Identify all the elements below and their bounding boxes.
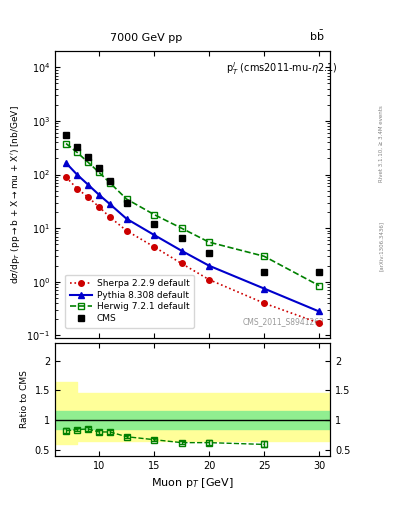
Pythia 8.308 default <box>207 263 211 269</box>
Text: Rivet 3.1.10, ≥ 3.4M events: Rivet 3.1.10, ≥ 3.4M events <box>379 105 384 182</box>
Sherpa 2.2.9 default <box>64 174 68 180</box>
Sherpa 2.2.9 default <box>108 214 112 220</box>
Sherpa 2.2.9 default <box>152 244 156 250</box>
Y-axis label: d$\sigma$/dp$_T$ (pp$\rightarrow$b + X$\rightarrow$mu + X$^\prime$) [nb/GeV]: d$\sigma$/dp$_T$ (pp$\rightarrow$b + X$\… <box>9 105 22 284</box>
Sherpa 2.2.9 default <box>86 194 90 200</box>
Text: 7000 GeV pp: 7000 GeV pp <box>110 33 182 42</box>
Pythia 8.308 default <box>86 182 90 188</box>
Sherpa 2.2.9 default <box>179 261 184 267</box>
Herwig 7.2.1 default <box>262 253 266 260</box>
CMS <box>64 132 68 138</box>
Pythia 8.308 default <box>75 172 79 178</box>
CMS <box>207 249 211 255</box>
CMS <box>75 144 79 150</box>
CMS <box>152 221 156 227</box>
Sherpa 2.2.9 default <box>124 228 129 234</box>
Sherpa 2.2.9 default <box>97 204 101 210</box>
Herwig 7.2.1 default <box>86 159 90 165</box>
CMS <box>97 165 101 172</box>
X-axis label: Muon p$_T$ [GeV]: Muon p$_T$ [GeV] <box>151 476 234 490</box>
Text: CMS_2011_S8941262: CMS_2011_S8941262 <box>243 317 325 327</box>
Line: Herwig 7.2.1 default: Herwig 7.2.1 default <box>62 140 323 289</box>
Sherpa 2.2.9 default <box>207 276 211 283</box>
Line: Sherpa 2.2.9 default: Sherpa 2.2.9 default <box>63 174 322 326</box>
Text: [arXiv:1306.3436]: [arXiv:1306.3436] <box>379 221 384 271</box>
CMS <box>262 269 266 275</box>
Text: p$^l_T$ (cms2011-mu-$\eta$2.1): p$^l_T$ (cms2011-mu-$\eta$2.1) <box>226 60 337 77</box>
Pythia 8.308 default <box>179 248 184 254</box>
Herwig 7.2.1 default <box>179 225 184 231</box>
Pythia 8.308 default <box>124 216 129 222</box>
Pythia 8.308 default <box>97 191 101 198</box>
CMS <box>124 200 129 206</box>
Y-axis label: Ratio to CMS: Ratio to CMS <box>20 370 29 429</box>
Herwig 7.2.1 default <box>207 239 211 245</box>
Herwig 7.2.1 default <box>108 180 112 186</box>
Herwig 7.2.1 default <box>152 211 156 218</box>
Legend: Sherpa 2.2.9 default, Pythia 8.308 default, Herwig 7.2.1 default, CMS: Sherpa 2.2.9 default, Pythia 8.308 defau… <box>65 274 194 328</box>
Sherpa 2.2.9 default <box>75 185 79 191</box>
Line: CMS: CMS <box>62 132 323 276</box>
CMS <box>86 154 90 160</box>
CMS <box>179 235 184 241</box>
Pythia 8.308 default <box>317 308 321 314</box>
CMS <box>317 269 321 275</box>
Line: Pythia 8.308 default: Pythia 8.308 default <box>62 159 323 315</box>
Herwig 7.2.1 default <box>317 283 321 289</box>
Text: b$\bar{\mathrm{b}}$: b$\bar{\mathrm{b}}$ <box>309 28 325 42</box>
Herwig 7.2.1 default <box>75 150 79 156</box>
Pythia 8.308 default <box>262 286 266 292</box>
Sherpa 2.2.9 default <box>317 320 321 326</box>
Herwig 7.2.1 default <box>97 169 101 176</box>
Pythia 8.308 default <box>152 232 156 238</box>
Pythia 8.308 default <box>108 201 112 207</box>
Herwig 7.2.1 default <box>124 196 129 202</box>
Pythia 8.308 default <box>64 160 68 166</box>
CMS <box>108 178 112 184</box>
Sherpa 2.2.9 default <box>262 300 266 306</box>
Herwig 7.2.1 default <box>64 140 68 146</box>
